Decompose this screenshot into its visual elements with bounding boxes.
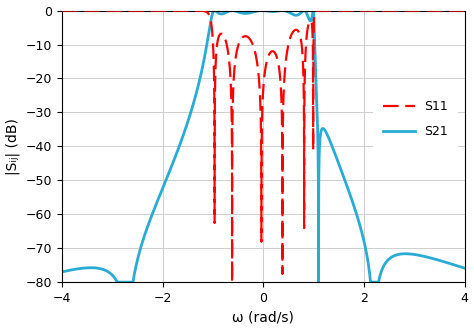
X-axis label: ω (rad/s): ω (rad/s) xyxy=(232,311,294,324)
Y-axis label: |Sᵢⱼ| (dB): |Sᵢⱼ| (dB) xyxy=(6,118,20,175)
S21 xyxy=(347,193,353,197)
S21 xyxy=(159,187,165,191)
S11 xyxy=(318,9,323,13)
S11 xyxy=(436,9,441,13)
S11 xyxy=(347,9,353,13)
S11 xyxy=(59,9,64,13)
Line: S21: S21 xyxy=(62,11,465,282)
S11 xyxy=(159,9,165,13)
S21 xyxy=(59,270,64,274)
S21 xyxy=(462,266,467,270)
S21 xyxy=(229,9,235,13)
S21 xyxy=(114,280,120,284)
S11 xyxy=(302,54,308,58)
S11 xyxy=(229,280,235,284)
S11 xyxy=(249,42,255,46)
S21 xyxy=(318,133,323,137)
Legend: S11, S21: S11, S21 xyxy=(373,90,458,148)
S21 xyxy=(249,10,255,14)
S11 xyxy=(462,9,467,13)
S11 xyxy=(125,9,130,13)
S21 xyxy=(302,9,308,13)
Line: S11: S11 xyxy=(62,11,465,282)
S21 xyxy=(436,258,441,262)
